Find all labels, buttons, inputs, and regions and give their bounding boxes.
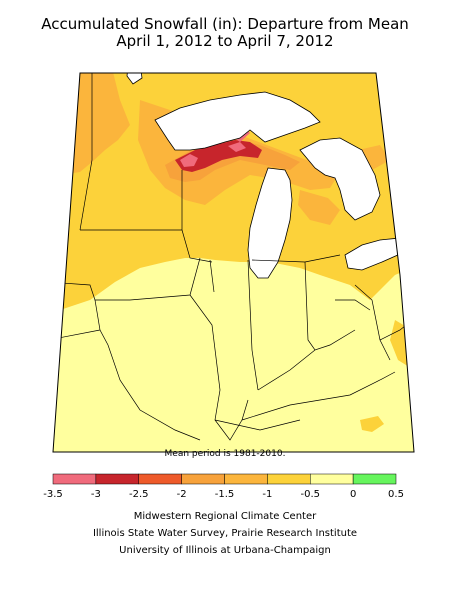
state-borders xyxy=(53,73,411,441)
lake-huron xyxy=(299,137,381,221)
credit-uiuc: University of Illinois at Urbana-Champai… xyxy=(119,545,331,556)
region-minus-one-to-minus-one-half-c xyxy=(298,190,340,225)
credit-mrcc: Midwestern Regional Climate Center xyxy=(133,511,317,522)
legend-swatch xyxy=(224,473,268,485)
legend-swatch xyxy=(95,473,139,485)
legend-tick-label: -2.5 xyxy=(129,489,149,500)
legend-color-bar xyxy=(52,473,397,485)
region-kentucky-patch xyxy=(360,416,384,432)
legend-tick-label: -1.5 xyxy=(215,489,235,500)
legend-swatch xyxy=(310,473,354,485)
map-title-line1: Accumulated Snowfall (in): Departure fro… xyxy=(41,15,409,33)
region-minus-three-to-minus-three-half-b xyxy=(228,142,246,152)
legend-tick-label: -2 xyxy=(177,489,187,500)
legend-swatch xyxy=(267,473,311,485)
region-minus-half-to-minus-one xyxy=(53,73,414,312)
legend-tick-label: -0.5 xyxy=(300,489,320,500)
map-frame xyxy=(52,72,415,453)
lake-michigan xyxy=(247,167,293,279)
mean-period-note: Mean period is 1981-2010. xyxy=(164,449,286,459)
map-title-line2: April 1, 2012 to April 7, 2012 xyxy=(116,32,334,50)
legend-tick-label: -1 xyxy=(262,489,272,500)
legend-swatch xyxy=(138,473,182,485)
legend-swatch xyxy=(181,473,225,485)
lake-superior xyxy=(154,91,321,151)
region-minus-three-to-minus-three-half xyxy=(180,154,198,167)
legend-tick-label: -3 xyxy=(91,489,101,500)
legend-tick-label: -3.5 xyxy=(43,489,63,500)
legend-tick-label: 0 xyxy=(350,489,356,500)
credit-isws: Illinois State Water Survey, Prairie Res… xyxy=(92,528,358,539)
legend-swatch xyxy=(52,473,97,485)
legend-tick-labels: -3.5 -3 -2.5 -2 -1.5 -1 -0.5 0 0.5 xyxy=(43,489,404,500)
legend-swatch xyxy=(352,473,397,485)
legend-tick-label: 0.5 xyxy=(388,489,404,500)
